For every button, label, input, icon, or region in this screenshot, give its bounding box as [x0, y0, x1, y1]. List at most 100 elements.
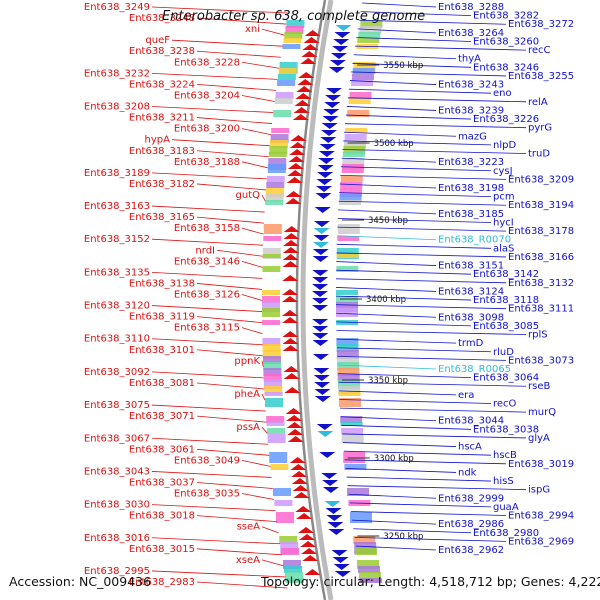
leader-line — [196, 415, 267, 423]
feature-block-right — [351, 80, 374, 86]
leader-line — [196, 515, 277, 523]
feature-block-right — [350, 512, 372, 523]
plus-strand-gene — [313, 375, 330, 381]
leader-line — [337, 235, 437, 241]
right-gene-label: Ent638_3098 — [438, 312, 504, 323]
plus-strand-gene — [334, 571, 351, 577]
right-gene-label: ndk — [458, 467, 477, 478]
right-gene-label: thyA — [458, 54, 481, 65]
minus-strand-gene — [293, 492, 310, 498]
right-gene-label: trmD — [458, 338, 484, 349]
minus-strand-gene — [282, 275, 299, 281]
leader-line — [261, 526, 279, 534]
leader-line — [336, 278, 507, 284]
minus-strand-gene — [282, 296, 299, 302]
right-gene-label: Ent638_3246 — [473, 62, 539, 73]
left-gene-label: Ent638_2995 — [84, 566, 150, 577]
leader-line — [338, 373, 472, 379]
leader-line — [348, 88, 492, 94]
minus-strand-gene — [291, 471, 308, 477]
feature-block-left — [273, 110, 292, 117]
right-gene-label: Ent638_3064 — [473, 373, 539, 384]
leader-line — [336, 269, 472, 275]
right-gene-label: ispG — [528, 485, 550, 496]
feature-block-right — [357, 560, 379, 569]
right-gene-label: nlpD — [493, 140, 516, 151]
leader-line — [151, 371, 264, 379]
feature-block-left — [263, 236, 282, 241]
leader-line — [344, 459, 507, 465]
genome-title: Enterobacter sp. 638, complete genome — [162, 9, 426, 24]
left-gene-label: sseA — [237, 522, 261, 533]
leader-line — [347, 485, 527, 491]
leader-line — [241, 260, 263, 268]
leader-line — [151, 437, 269, 445]
left-gene-label: Ent638_3037 — [129, 477, 195, 488]
right-gene-label: Ent638_3288 — [438, 2, 504, 13]
feature-block-right — [359, 572, 381, 582]
right-gene-label: hscA — [458, 442, 482, 453]
leader-line — [336, 312, 437, 318]
leader-line — [336, 243, 492, 249]
feature-block-right — [339, 398, 361, 407]
feature-block-right — [344, 140, 366, 148]
leader-line — [196, 50, 281, 58]
leader-line — [352, 519, 437, 525]
leader-line — [241, 493, 275, 500]
feature-block-left — [279, 536, 298, 544]
feature-block-left — [274, 98, 293, 104]
leader-line — [196, 17, 287, 25]
minus-strand-gene — [282, 289, 299, 295]
plus-strand-gene — [319, 452, 336, 458]
plus-strand-gene — [314, 396, 331, 402]
plus-strand-gene — [314, 207, 331, 213]
left-gene-label: Ent638_3238 — [129, 46, 195, 57]
plus-strand-gene — [321, 123, 338, 129]
plus-strand-gene — [317, 431, 334, 437]
feature-block-left — [262, 344, 281, 352]
left-gene-label: Ent638_3152 — [84, 234, 150, 245]
left-gene-label: Ent638_3016 — [84, 533, 150, 544]
leader-line — [340, 174, 507, 180]
leader-line — [352, 62, 472, 68]
minus-strand-gene — [301, 51, 318, 57]
left-gene-label: Ent638_3110 — [84, 334, 150, 345]
leader-line — [151, 338, 263, 346]
leader-line — [340, 416, 437, 422]
plus-strand-gene — [334, 32, 351, 38]
leader-line — [151, 205, 265, 213]
leader-line — [335, 287, 437, 292]
plus-strand-gene — [319, 144, 336, 150]
plus-strand-gene — [327, 522, 344, 528]
left-gene-label: Ent638_3035 — [174, 489, 240, 500]
kbp-tick-label: 3350 kbp — [368, 376, 408, 386]
kbp-ticks: 3550 kbp 3500 kbp 3450 kbp 3400 kbp 3350 kbp… — [340, 61, 423, 542]
minus-strand-gene — [285, 191, 302, 197]
minus-strand-gene — [304, 569, 321, 575]
feature-block-right — [358, 566, 380, 573]
minus-strand-gene — [282, 338, 299, 344]
feature-block-left — [267, 434, 286, 443]
feature-block-left — [262, 350, 281, 359]
right-gene-label: hscB — [493, 450, 517, 461]
kbp-tick-label: 3450 kbp — [368, 216, 408, 226]
leader-line — [344, 131, 457, 137]
plus-strand-gene — [335, 25, 352, 31]
right-gene-label: rseB — [528, 381, 550, 392]
leader-line — [353, 54, 457, 60]
leader-line — [345, 468, 457, 473]
feature-block-left — [263, 224, 282, 234]
right-gene-label: Ent638_3255 — [508, 71, 574, 82]
left-gene-label: Ent638_3081 — [129, 378, 195, 389]
plus-strand-gene — [316, 186, 333, 192]
leader-line — [196, 316, 263, 324]
plus-strand-gene — [326, 515, 343, 521]
feature-block-right — [339, 200, 362, 205]
backbone-shadow — [300, 0, 334, 600]
feature-block-right — [337, 374, 360, 382]
leader-line — [196, 482, 273, 489]
left-gene-label: Ent638_3182 — [129, 179, 195, 190]
feature-block-right — [348, 98, 371, 104]
leader-line — [241, 128, 271, 136]
right-gene-label: eno — [493, 88, 512, 99]
